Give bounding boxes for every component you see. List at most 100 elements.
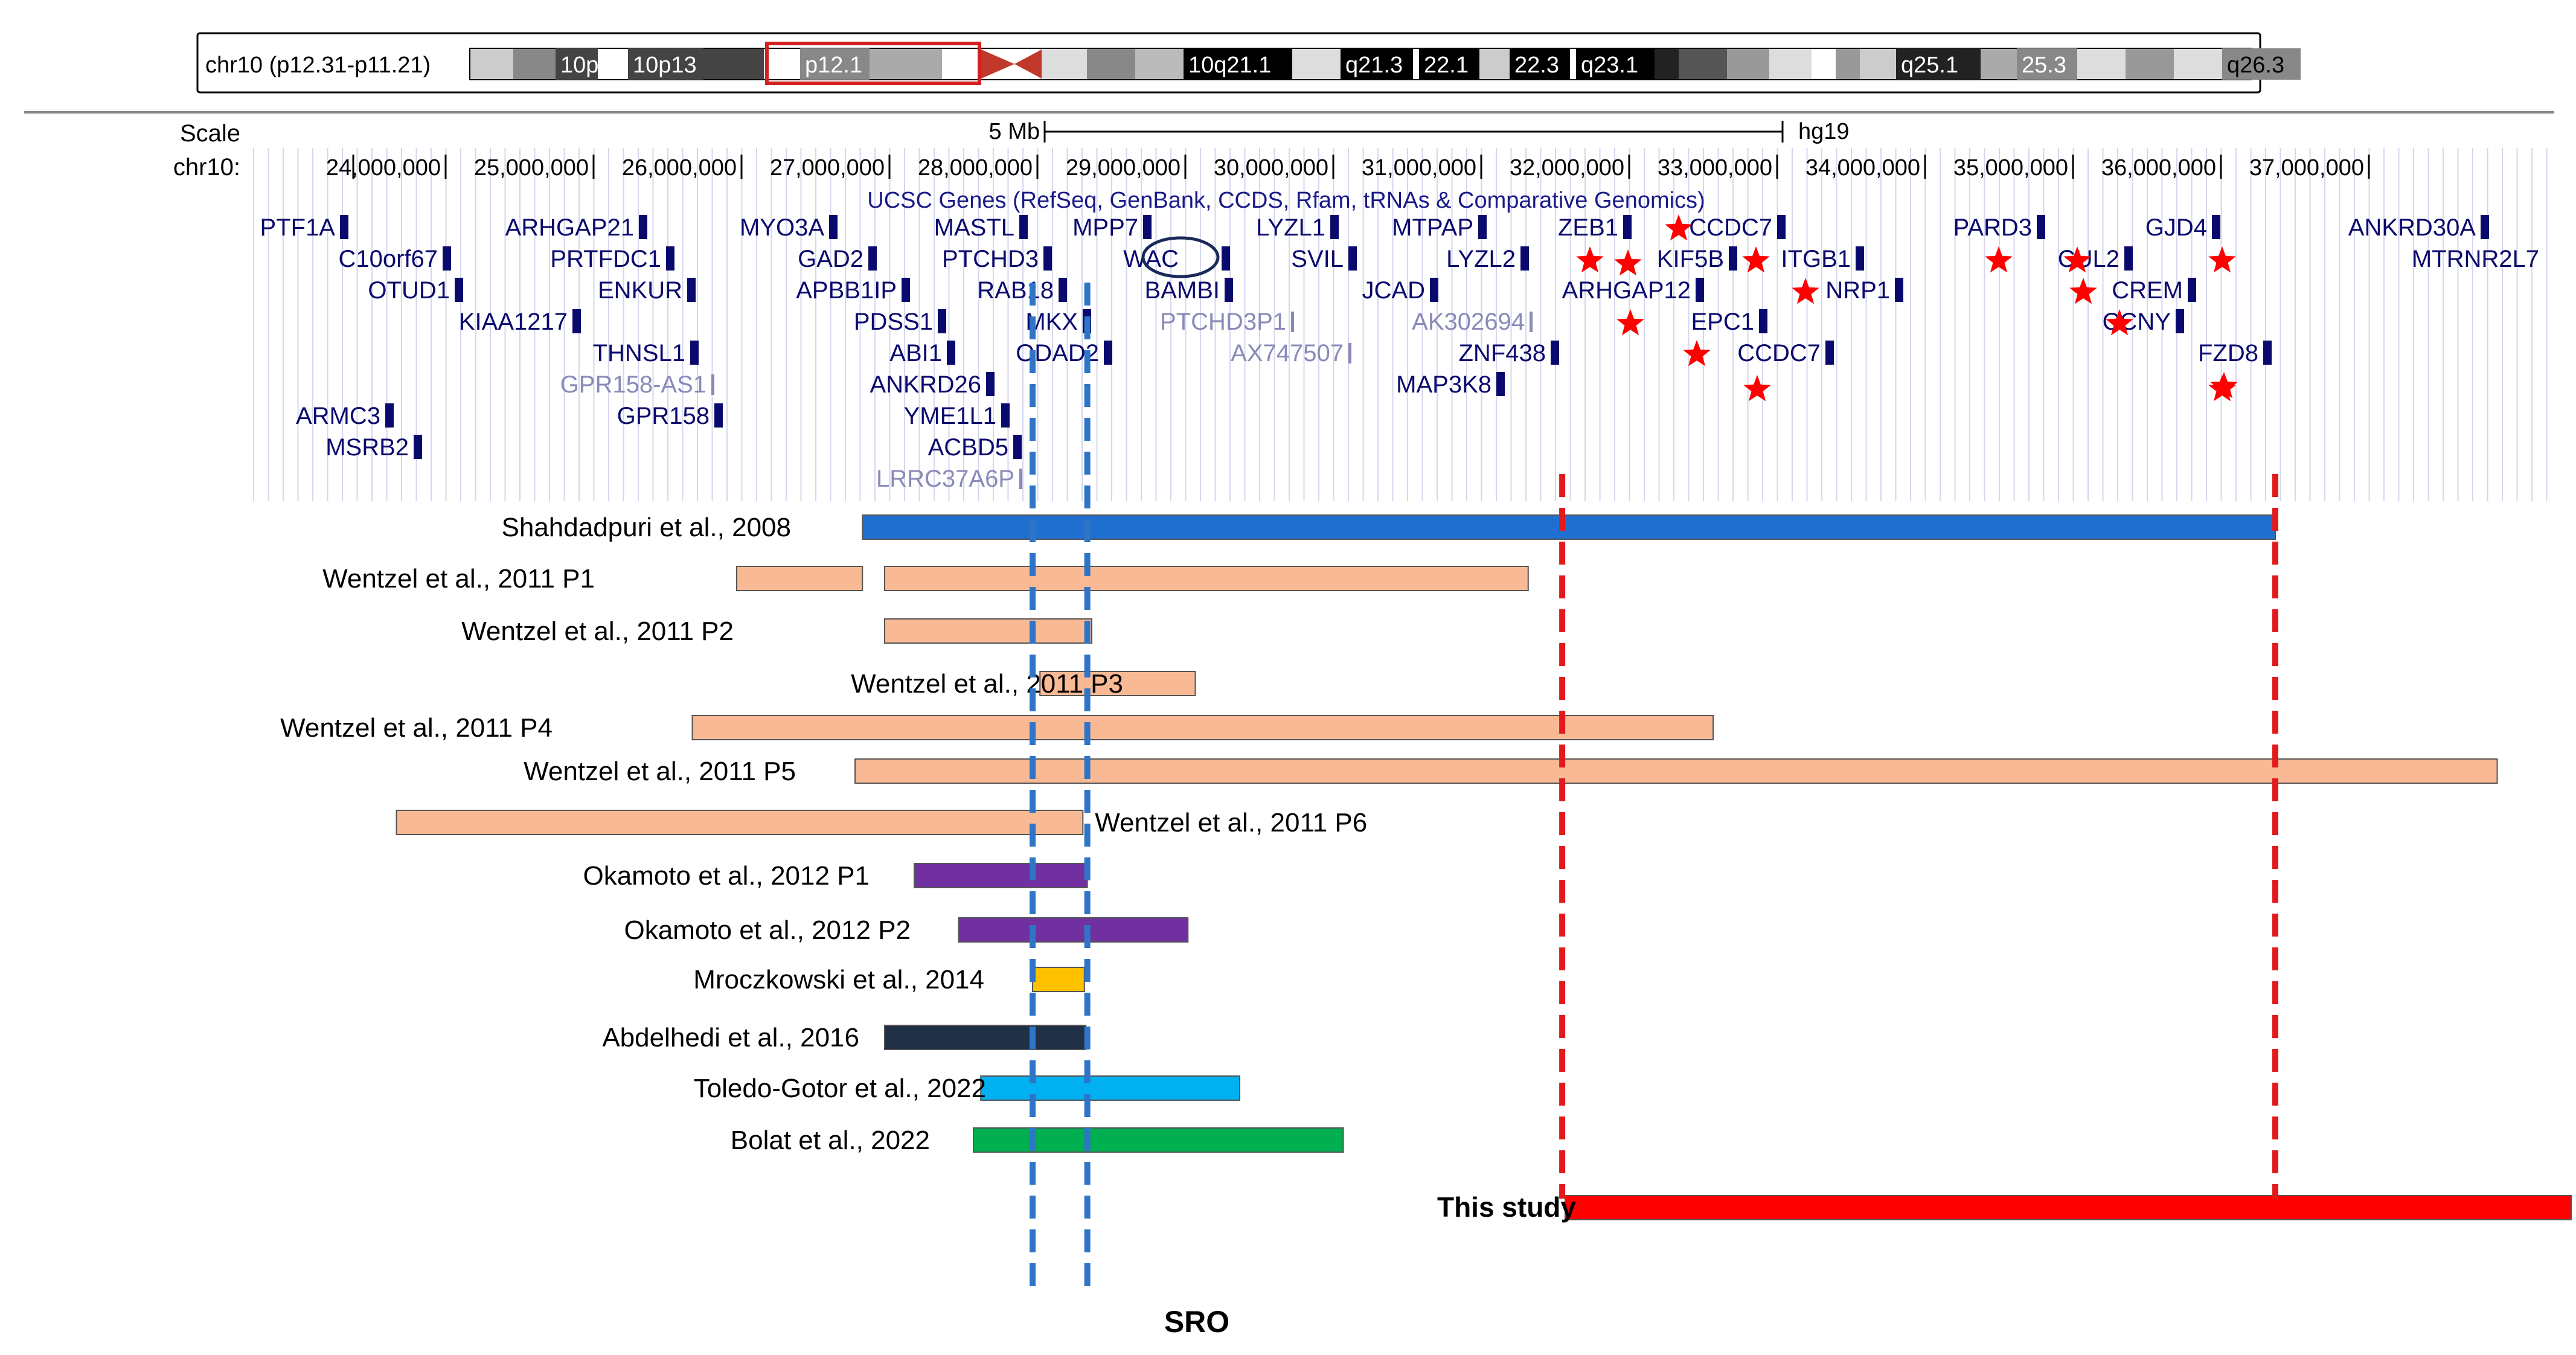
ideogram-band [1896,48,1981,80]
gene-glyph [711,374,714,395]
position-label: 26,000,000 [622,155,737,181]
gene-label: PTF1A [260,214,336,241]
ideogram-band-label: q26.3 [2227,53,2284,78]
gene-label: MTPAP [1392,214,1473,241]
gene-label: PRTFDC1 [550,246,661,272]
study-label: Wentzel et al., 2011 P3 [851,669,1123,699]
position-axis: 24,000,000 25,000,000 26,000,000 27,000,000… [326,155,2370,181]
study-label: Shahdadpuri et al., 2008 [502,513,792,542]
gene-glyph [687,278,696,302]
position-label: 24,000,000 [326,155,441,181]
gene-label: SVIL [1291,246,1344,272]
position-label: 31,000,000 [1362,155,1476,181]
study-label: Wentzel et al., 2011 P6 [1095,808,1367,838]
gene-label: PTCHD3 [942,246,1039,272]
gene-glyph [1059,278,1067,302]
gene-label: PDSS1 [854,309,933,335]
ideogram-band-label: 22.1 [1424,53,1469,78]
gene-glyph [1222,246,1230,271]
star-marker [2208,375,2236,402]
ideogram-band-label: 10p13 [633,53,697,78]
study-deletions: Shahdadpuri et al., 2008 Wentzel et al., … [280,513,2572,1223]
ideogram-band-label: p12.1 [805,53,862,78]
gene-glyph [2212,215,2220,239]
gene-label: ITGB1 [1781,246,1851,272]
gene-glyph [1856,246,1864,271]
gene-label: MAP3K8 [1396,371,1491,398]
study-label: This study [1437,1191,1576,1223]
study-label: Wentzel et al., 2011 P5 [524,757,796,786]
gene-label: PTCHD3P1 [1160,309,1286,335]
deletion-bar [980,1075,1240,1101]
chrom-label: chr10: [173,154,240,181]
star-marker [2208,246,2236,273]
ideogram-band [800,48,870,80]
gene-label: AK302694 [1412,309,1525,335]
gene-label: KIF5B [1657,246,1724,272]
position-label: 32,000,000 [1510,155,1624,181]
ideogram-band [2222,48,2301,80]
gene-label: RAB18 [977,277,1054,304]
chromosome-ideogram: chr10 (p12.31-p11.21) 10p14 10p13 p12.1 10q… [196,32,2301,94]
gene-glyph [443,246,451,271]
position-label: 33,000,000 [1658,155,1772,181]
deletion-bar [1032,967,1085,992]
sro-label: SRO [1164,1305,1229,1339]
grid-lines [253,148,2548,501]
deletion-bar [854,758,2498,784]
gene-label: THNSL1 [593,340,685,367]
gene-label: ARHGAP21 [505,214,634,241]
ideogram-band-label: q21.3 [1345,53,1403,78]
gene-label: ANKRD26 [870,371,981,398]
deletion-bar [884,618,1092,644]
gene-label: ARMC3 [296,403,380,429]
gene-glyph [1019,215,1028,239]
deletion-bar [736,566,863,591]
deletion-bar [396,810,1084,835]
gene-glyph [902,278,910,302]
gene-glyph [2481,215,2489,239]
gene-glyph [1348,343,1351,364]
gene-glyph [1496,372,1505,396]
star-marker [1576,246,1604,273]
position-label: 29,000,000 [1066,155,1181,181]
ideogram-band-label: 10p14 [560,53,624,78]
position-label: 36,000,000 [2101,155,2216,181]
assembly-label: hg19 [1798,119,1850,144]
gene-glyph [666,246,674,271]
gene-glyph [2263,341,2272,365]
gene-glyph [414,435,422,459]
deletion-bar [691,715,1714,740]
gene-glyph [829,215,838,239]
gene-glyph [1551,341,1559,365]
gene-label: FZD8 [2198,340,2258,367]
gene-label: APBB1IP [796,277,897,304]
gene-label: ABI1 [889,340,942,367]
ideogram-band [1510,48,1570,80]
track-title: UCSC Genes (RefSeq, GenBank, CCDS, Rfam,… [867,188,1705,213]
browser-track: Scale chr10: 5 Mb hg19 24,000,000 25,000,… [173,119,2548,501]
gene-glyph [938,309,946,333]
gene-label: LYZL1 [1256,214,1325,241]
gene-label: ANKRD30A [2348,214,2476,241]
gene-glyph [986,372,995,396]
deletion-bar [884,566,1529,591]
gene-label: CCDC7 [1689,214,1772,241]
gene-glyph [714,403,723,428]
gene-glyph [1013,435,1022,459]
ideogram-band [628,48,703,80]
ideogram-highlight [765,42,981,85]
star-marker [1665,214,1693,241]
gene-glyph [1291,312,1294,332]
star-marker [2069,278,2097,304]
gene-glyph [1696,278,1704,302]
ideogram-band-label: 25.3 [2022,53,2066,78]
this-study-bounds [1559,474,2278,1199]
position-label: 28,000,000 [918,155,1033,181]
gene-glyph [947,341,955,365]
gene-glyph [2188,278,2196,302]
study-label: Okamoto et al., 2012 P1 [583,861,870,891]
position-label: 25,000,000 [474,155,589,181]
gene-label: LRRC37A6P [876,466,1014,492]
